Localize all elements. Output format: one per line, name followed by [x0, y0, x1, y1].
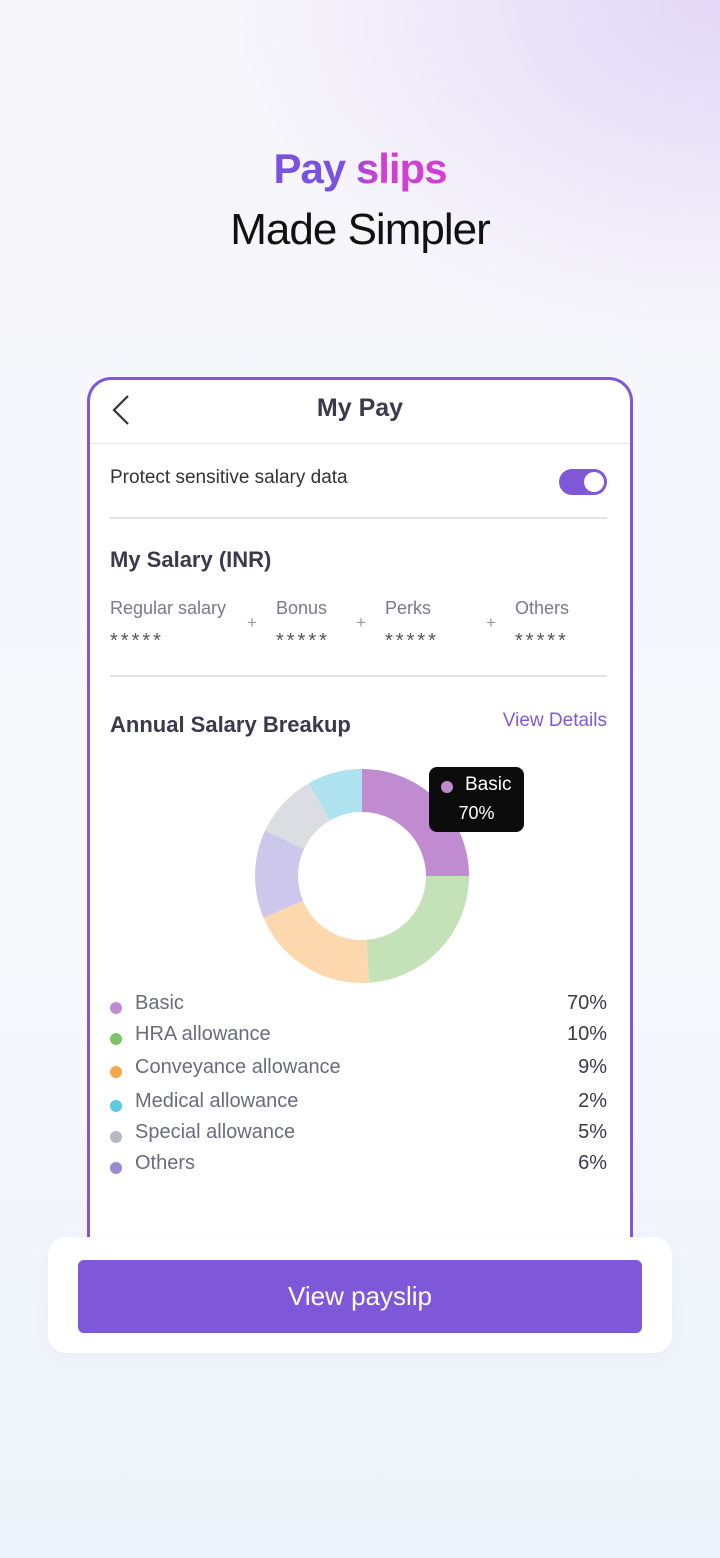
salary-component-label: Bonus — [276, 598, 328, 618]
protect-label: Protect sensitive salary data — [110, 467, 348, 488]
phone-screen: My Pay Protect sensitive salary data My … — [87, 377, 633, 1280]
salary-component-label: Perks — [385, 598, 432, 618]
legend-label: Basic — [135, 992, 184, 1014]
legend-label: Conveyance allowance — [135, 1056, 341, 1078]
legend-label: Others — [135, 1152, 196, 1174]
screen-title: My Pay — [316, 394, 404, 422]
legend-dot — [110, 1002, 122, 1014]
tooltip-value: 70% — [458, 803, 495, 823]
salary-component-value: ***** — [385, 630, 439, 652]
legend-label: Medical allowance — [135, 1090, 299, 1112]
salary-component-label: Regular salary — [110, 598, 227, 618]
legend-label: HRA allowance — [135, 1023, 271, 1045]
salary-component-value: ***** — [515, 630, 569, 652]
legend-value: 6% — [578, 1152, 607, 1174]
legend-value: 70% — [566, 992, 607, 1014]
view-details-link[interactable]: View Details — [502, 710, 607, 731]
donut-segment — [255, 769, 469, 983]
salary-component-value: ***** — [276, 630, 330, 652]
tooltip: Basic 70% — [429, 767, 524, 832]
protect-toggle[interactable] — [559, 469, 607, 495]
legend-dot — [110, 1131, 122, 1143]
donut-segment — [255, 769, 469, 983]
tooltip-label: Basic — [465, 774, 512, 795]
headline: Pay slips — [260, 145, 460, 193]
legend-dot — [110, 1066, 122, 1078]
salary-component-label: Others — [515, 598, 570, 618]
breakup-title: Annual Salary Breakup — [110, 712, 351, 737]
subheadline: Made Simpler — [230, 205, 490, 254]
donut-segment — [255, 769, 469, 983]
donut-chart — [255, 769, 469, 983]
legend-dot — [110, 1162, 122, 1174]
salary-title: My Salary (INR) — [110, 547, 272, 572]
plus-operator: + — [486, 613, 496, 632]
legend-value: 2% — [578, 1090, 607, 1112]
legend-dot — [110, 1033, 122, 1045]
legend-value: 9% — [578, 1056, 607, 1078]
legend-label: Special allowance — [135, 1121, 296, 1143]
legend-value: 5% — [578, 1121, 607, 1143]
view-payslip-button[interactable]: View payslip — [78, 1260, 642, 1333]
legend-value: 10% — [566, 1023, 607, 1045]
legend-dot — [110, 1100, 122, 1112]
plus-operator: + — [247, 613, 257, 632]
back-button[interactable] — [110, 394, 134, 428]
salary-component-value: ***** — [110, 630, 164, 652]
plus-operator: + — [356, 613, 366, 632]
